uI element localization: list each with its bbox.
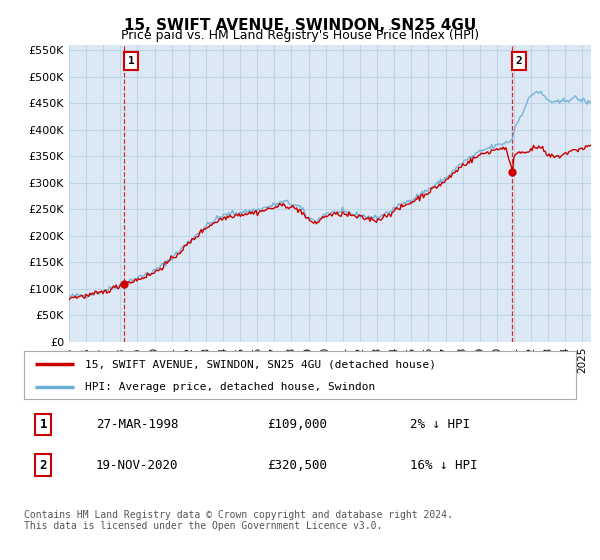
Text: 16% ↓ HPI: 16% ↓ HPI bbox=[410, 459, 478, 472]
Text: 1: 1 bbox=[128, 55, 134, 66]
Text: 1: 1 bbox=[40, 418, 47, 431]
Text: 2% ↓ HPI: 2% ↓ HPI bbox=[410, 418, 470, 431]
Text: 19-NOV-2020: 19-NOV-2020 bbox=[96, 459, 178, 472]
Text: 2: 2 bbox=[40, 459, 47, 472]
Text: HPI: Average price, detached house, Swindon: HPI: Average price, detached house, Swin… bbox=[85, 382, 375, 392]
Text: £320,500: £320,500 bbox=[267, 459, 327, 472]
Text: 15, SWIFT AVENUE, SWINDON, SN25 4GU (detached house): 15, SWIFT AVENUE, SWINDON, SN25 4GU (det… bbox=[85, 360, 436, 370]
Text: 27-MAR-1998: 27-MAR-1998 bbox=[96, 418, 178, 431]
Text: 2: 2 bbox=[515, 55, 522, 66]
Text: £109,000: £109,000 bbox=[267, 418, 327, 431]
Text: Price paid vs. HM Land Registry's House Price Index (HPI): Price paid vs. HM Land Registry's House … bbox=[121, 29, 479, 42]
Text: 15, SWIFT AVENUE, SWINDON, SN25 4GU: 15, SWIFT AVENUE, SWINDON, SN25 4GU bbox=[124, 18, 476, 33]
Text: Contains HM Land Registry data © Crown copyright and database right 2024.
This d: Contains HM Land Registry data © Crown c… bbox=[24, 510, 453, 531]
